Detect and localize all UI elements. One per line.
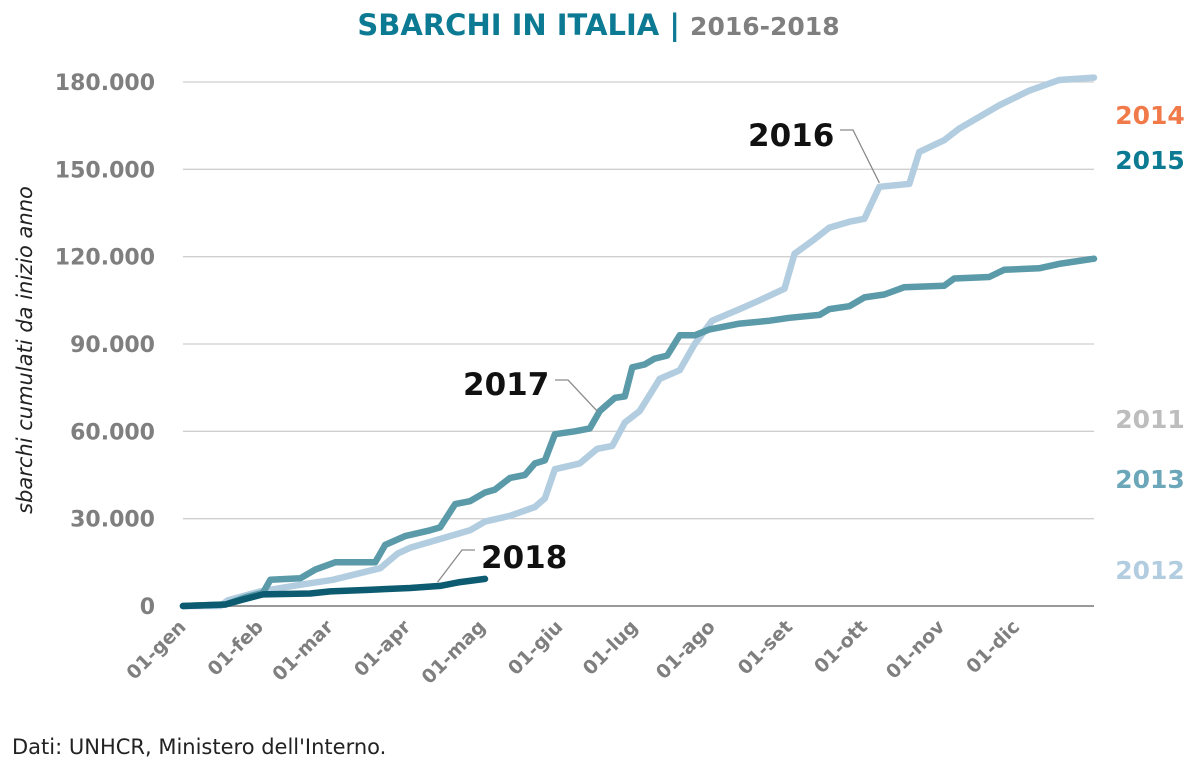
title-separator: | bbox=[669, 8, 680, 42]
x-tick-label: 01-nov bbox=[882, 616, 950, 684]
annotation-2016: 2016 bbox=[748, 118, 834, 154]
x-tick-label: 01-giu bbox=[504, 616, 568, 680]
leader-line-2017 bbox=[555, 379, 598, 412]
side-label-2013: 2013 bbox=[1115, 465, 1185, 494]
x-tick-label: 01-set bbox=[734, 616, 797, 679]
y-tick-label: 120.000 bbox=[55, 246, 155, 271]
y-tick-label: 60.000 bbox=[70, 420, 155, 445]
y-tick-label: 150.000 bbox=[55, 158, 155, 183]
x-tick-label: 01-dic bbox=[962, 616, 1024, 678]
x-tick-label: 01-gen bbox=[122, 616, 190, 684]
x-tick-label: 01-ago bbox=[652, 616, 720, 684]
side-label-2015: 2015 bbox=[1115, 146, 1185, 175]
title-main: SBARCHI IN ITALIA bbox=[357, 8, 660, 42]
x-tick-label: 01-lug bbox=[579, 616, 643, 680]
title-years: 2016-2018 bbox=[690, 12, 840, 41]
leader-line-2018 bbox=[437, 549, 475, 583]
x-tick-label: 01-mar bbox=[268, 616, 338, 686]
x-tick-label: 01-apr bbox=[350, 616, 416, 682]
x-tick-label: 01-ott bbox=[810, 616, 872, 678]
y-tick-label: 90.000 bbox=[70, 333, 155, 358]
y-tick-label: 30.000 bbox=[70, 508, 155, 533]
y-tick-label: 180.000 bbox=[55, 71, 155, 96]
chart-title: SBARCHI IN ITALIA | 2016-2018 bbox=[0, 8, 1197, 42]
side-label-2012: 2012 bbox=[1115, 556, 1185, 585]
side-label-2011: 2011 bbox=[1115, 405, 1185, 434]
series-line-2018 bbox=[179, 575, 489, 610]
series-line-2016 bbox=[179, 74, 1098, 610]
y-tick-label: 0 bbox=[140, 595, 155, 620]
annotation-2018: 2018 bbox=[481, 540, 567, 576]
y-axis-label: sbarchi cumulati da inizio anno bbox=[13, 186, 37, 514]
annotation-2017: 2017 bbox=[463, 367, 549, 403]
x-tick-label: 01-feb bbox=[203, 616, 267, 680]
x-tick-label: 01-mag bbox=[418, 616, 491, 689]
side-label-2014: 2014 bbox=[1115, 101, 1185, 130]
leader-line-2016 bbox=[840, 129, 880, 184]
series-line-2017 bbox=[179, 255, 1098, 610]
source-note: Dati: UNHCR, Ministero dell'Interno. bbox=[12, 735, 387, 759]
